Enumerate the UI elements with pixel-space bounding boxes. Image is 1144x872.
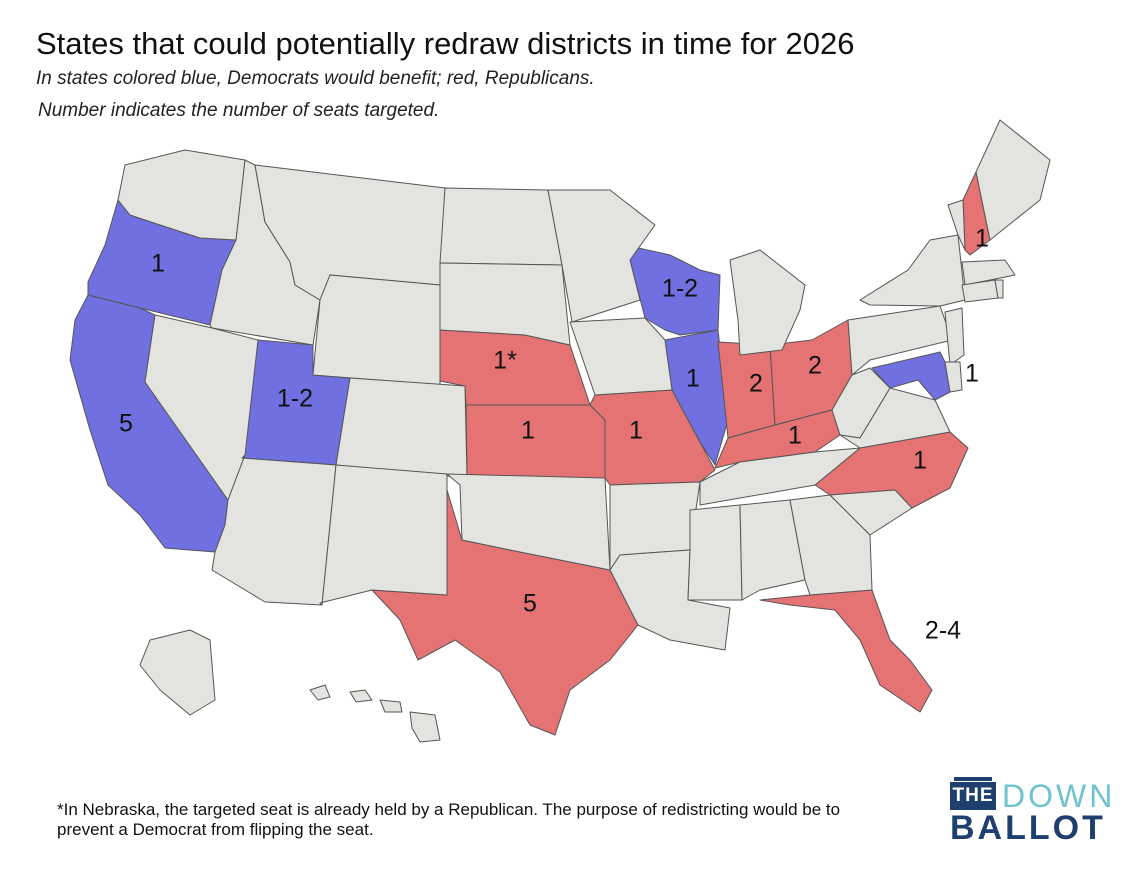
seat-label-ks: 1 [521, 417, 535, 445]
state-wy [312, 274, 441, 386]
state-ak [139, 629, 216, 716]
seat-label-nh: 1 [975, 225, 989, 253]
the-down-ballot-logo: THE DOWN BALLOT [950, 777, 1120, 846]
seat-label-or: 1 [151, 250, 165, 278]
state-nd [439, 187, 563, 266]
state-al [739, 499, 806, 601]
state-ma [961, 259, 1016, 286]
state-ri [994, 279, 1004, 299]
seat-label-ky: 1 [788, 422, 802, 450]
map-title: States that could potentially redraw dis… [36, 26, 855, 61]
state-ms [687, 504, 743, 601]
seat-label-md: 1 [965, 360, 979, 388]
seat-label-fl: 2-4 [925, 617, 961, 645]
state-sc [829, 489, 913, 536]
seat-label-oh: 2 [808, 352, 822, 380]
seat-label-mo: 1 [629, 417, 643, 445]
seat-label-ca: 5 [119, 410, 133, 438]
logo-text-down: DOWN [1002, 778, 1116, 814]
state-md [871, 351, 951, 401]
state-sd [439, 262, 571, 346]
state-me [975, 119, 1051, 241]
seat-label-in: 2 [749, 370, 763, 398]
state-hi [309, 684, 441, 743]
map-subtitle-2: Number indicates the number of seats tar… [38, 100, 440, 121]
state-va [839, 387, 951, 449]
state-co [335, 377, 468, 479]
state-nj [944, 307, 965, 366]
state-ky [714, 409, 841, 469]
state-fl [759, 589, 933, 713]
logo-text-ballot: BALLOT [950, 809, 1106, 847]
state-ks [465, 404, 606, 479]
state-ok [446, 473, 611, 571]
state-mn [547, 189, 656, 323]
footnote: *In Nebraska, the targeted seat is alrea… [57, 800, 841, 840]
state-ny [859, 234, 966, 307]
seat-label-nc: 1 [913, 447, 927, 475]
state-ia [569, 317, 673, 396]
state-nm [319, 464, 448, 606]
state-in [717, 341, 776, 439]
seat-label-ne: 1* [493, 347, 517, 375]
seat-label-il: 1 [686, 365, 700, 393]
seat-label-wi: 1-2 [662, 275, 698, 303]
state-pa [847, 305, 953, 376]
state-de [944, 361, 963, 393]
state-mi [729, 249, 806, 356]
seat-label-tx: 5 [523, 590, 537, 618]
seat-label-ut: 1-2 [277, 385, 313, 413]
state-vt [947, 199, 966, 251]
map-subtitle: In states colored blue, Democrats would … [36, 68, 595, 89]
logo-ballot-box-icon: THE [950, 777, 996, 810]
